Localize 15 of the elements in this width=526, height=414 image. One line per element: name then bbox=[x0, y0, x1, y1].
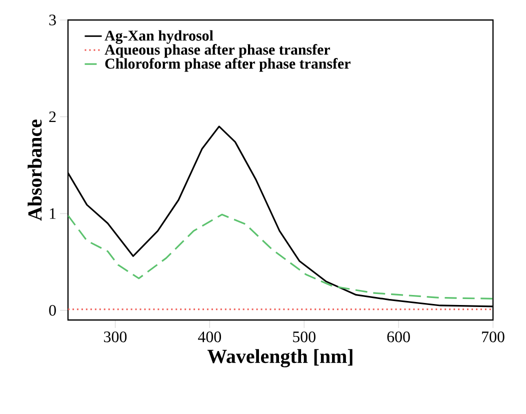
y-tick-label: 0 bbox=[49, 304, 56, 316]
legend-label: Ag-Xan hydrosol bbox=[104, 30, 214, 44]
x-tick-label: 400 bbox=[198, 331, 222, 342]
x-tick-label: 300 bbox=[104, 331, 127, 342]
x-tick-label: 700 bbox=[482, 331, 504, 342]
y-tick-label: 2 bbox=[49, 112, 56, 122]
x-tick-label: 600 bbox=[387, 331, 410, 342]
y-axis-title: Absorbance bbox=[28, 120, 42, 221]
x-tick-label: 500 bbox=[293, 331, 316, 342]
legend-label: Chloroform phase after phase transfer bbox=[105, 58, 350, 72]
line-series bbox=[68, 214, 494, 300]
y-tick-label: 3 bbox=[49, 14, 56, 26]
y-tick-label: 1 bbox=[50, 208, 56, 219]
legend-label: Aqueous phase after phase transfer bbox=[104, 44, 330, 58]
x-axis-title: Wavelength [nm] bbox=[207, 349, 352, 368]
